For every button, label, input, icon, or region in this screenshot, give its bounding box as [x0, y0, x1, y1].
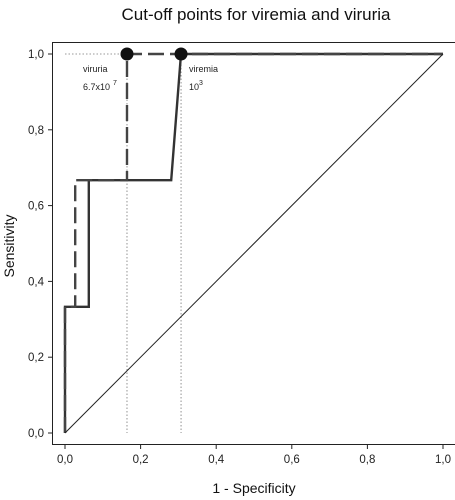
y-tick-label: 0,6 [28, 201, 44, 213]
viruria-label: viruria [83, 64, 108, 74]
cutoff-points: viruria 6.7x10 7 viremia 10 3 [83, 47, 218, 92]
axes: 0,0 0,2 0,4 0,6 0,8 1,0 0,0 0,2 0,4 0,6 0,8 1,0 [28, 49, 451, 466]
y-tick-label: 1,0 [28, 49, 44, 61]
viruria-value-exponent: 7 [113, 80, 117, 87]
x-tick-label: 0,8 [359, 454, 375, 466]
viremia-value-exponent: 3 [199, 80, 203, 87]
x-tick-label: 0,2 [133, 454, 149, 466]
x-tick-label: 0,4 [208, 454, 225, 466]
viremia-value-label: 10 [189, 82, 199, 92]
y-tick-label: 0,4 [28, 276, 45, 288]
y-tick-label: 0,0 [28, 428, 44, 440]
viremia-cutoff-point [174, 47, 188, 61]
plot-frame [52, 42, 455, 445]
y-axis-label: Sensitivity [1, 214, 17, 277]
viruria-cutoff-point [120, 47, 134, 61]
x-tick-label: 0,0 [57, 454, 73, 466]
series-group [63, 52, 444, 434]
y-tick-label: 0,8 [28, 125, 44, 137]
y-tick-label: 0,2 [28, 352, 44, 364]
viremia-label: viremia [189, 64, 218, 74]
x-tick-label: 1,0 [435, 454, 451, 466]
cutoff-guides [65, 53, 182, 433]
chart-title: Cut-off points for viremia and viruria [122, 5, 392, 24]
x-tick-label: 0,6 [284, 454, 300, 466]
viruria-value-label: 6.7x10 [83, 82, 110, 92]
x-axis-label: 1 - Specificity [212, 480, 295, 496]
reference-diagonal-line [64, 53, 444, 434]
